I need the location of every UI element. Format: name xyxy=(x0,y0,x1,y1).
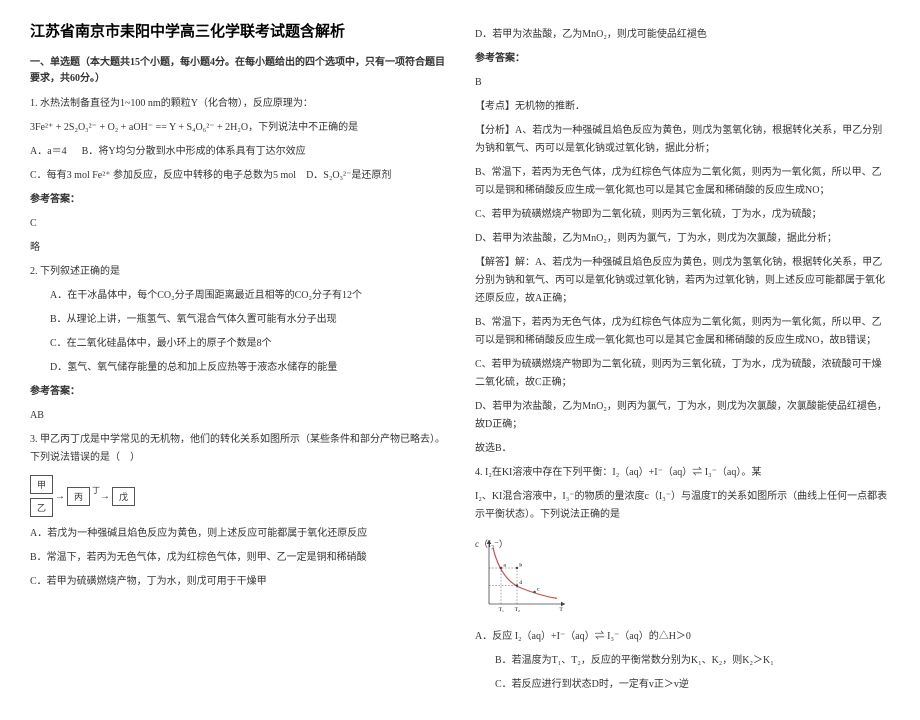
q4-opt-b: B．若温度为T₁、T₂，反应的平衡常数分别为K₁、K₂，则K₂＞K₁ xyxy=(475,652,890,670)
answer-label-3: 参考答案： xyxy=(475,50,890,68)
point-label-b: b xyxy=(519,562,522,568)
section-1-heading: 一、单选题（本大题共15个小题，每小题4分。在每小题给出的四个选项中，只有一项符… xyxy=(30,55,445,87)
point-d xyxy=(516,584,518,586)
point-c xyxy=(533,591,535,593)
q4-opt-a: A．反应 I₂（aq）+I⁻（aq）⇌ I₃⁻（aq）的△H＞0 xyxy=(475,628,890,646)
x-axis-label: T xyxy=(559,607,563,613)
flow-left-col: 甲 乙 xyxy=(30,475,53,517)
q1-stem: 1. 水热法制备直径为1~100 nm的颗粒Y（化合物），反应原理为： xyxy=(30,95,445,113)
point-a xyxy=(500,567,502,569)
q1-options-ab: A．a＝4 B．将Y均匀分散到水中形成的体系具有丁达尔效应 xyxy=(30,143,445,161)
q3-jieda-b: B、常温下，若丙为无色气体，戊为红棕色气体应为二氧化氮，则丙为一氧化氮，所以甲、… xyxy=(475,314,890,350)
q1-opt-d: D．S₂O₃²⁻是还原剂 xyxy=(306,170,391,181)
q3-flow-diagram: 甲 乙 → 丙 丁→ 戊 xyxy=(30,475,445,517)
q3-conclusion: 故选B． xyxy=(475,440,890,458)
q3-opt-b: B．常温下，若丙为无色气体，戊为红棕色气体，则甲、乙一定是铜和稀硝酸 xyxy=(30,549,445,567)
answer-label-2: 参考答案： xyxy=(30,383,445,401)
q3-jieda-c: C、若甲为硫磺燃烧产物即为二氧化硫，则丙为三氧化硫，丁为水，戊为硫酸，浓硫酸可干… xyxy=(475,356,890,392)
q1-opt-c: C．每有3 mol Fe²⁺ 参加反应，反应中转移的电子总数为5 mol xyxy=(30,170,296,181)
curve xyxy=(493,548,557,598)
q2-stem: 2. 下列叙述正确的是 xyxy=(30,263,445,281)
point-label-a: a xyxy=(503,562,506,568)
x-axis-arrow-icon xyxy=(561,602,565,607)
q3-kaodian: 【考点】无机物的推断． xyxy=(475,98,890,116)
arrow-icon: → xyxy=(55,491,65,502)
q3-opt-a: A．若戊为一种强碱且焰色反应为黄色，则上述反应可能都属于氧化还原反应 xyxy=(30,525,445,543)
q4-stem-2: I₂、KI混合溶液中，I₃⁻的物质的量浓度c（I₃⁻）与温度T的关系如图所示（曲… xyxy=(475,488,890,524)
q2-opt-c: C．在二氧化硅晶体中，最小环上的原子个数是8个 xyxy=(30,335,445,353)
tick-t2: T₂ xyxy=(515,607,520,613)
q2-opt-d: D．氢气、氧气储存能量的总和加上反应热等于液态水储存的能量 xyxy=(30,359,445,377)
q3-opt-d: D．若甲为浓盐酸，乙为MnO₂，则戊可能使品红褪色 xyxy=(475,26,890,44)
q3-opt-c: C．若甲为硫磺燃烧产物，丁为水，则戊可用于干燥甲 xyxy=(30,573,445,591)
q1-explain: 略 xyxy=(30,239,445,257)
q3-fenxi-a: 【分析】A、若戊为一种强碱且焰色反应为黄色，则戊为氢氧化钠，根据转化关系，甲乙分… xyxy=(475,122,890,158)
q2-opt-a: A．在干冰晶体中，每个CO₂分子周围距离最近且相等的CO₂分子有12个 xyxy=(30,287,445,305)
flow-box-wu: 戊 xyxy=(112,487,135,506)
tick-t1: T₁ xyxy=(499,607,504,613)
flow-box-yi: 乙 xyxy=(30,498,53,517)
left-column: 江苏省南京市耒阳中学高三化学联考试题含解析 一、单选题（本大题共15个小题，每小… xyxy=(30,20,445,700)
q4-stem: 4. I₂在KI溶液中存在下列平衡：I₂（aq）+I⁻（aq）⇌ I₃⁻（aq）… xyxy=(475,464,890,482)
answer-label-1: 参考答案： xyxy=(30,191,445,209)
flow-box-bing: 丙 xyxy=(67,487,90,506)
q3-jieda-a: 【解答】解：A、若戊为一种强碱且焰色反应为黄色，则戊为氢氧化钠，根据转化关系，甲… xyxy=(475,254,890,308)
point-b xyxy=(516,567,518,569)
q1-answer: C xyxy=(30,215,445,233)
q3-fenxi-b: B、常温下，若丙为无色气体，戊为红棕色气体应为二氧化氮，则丙为一氧化氮，所以甲、… xyxy=(475,164,890,200)
q3-answer: B xyxy=(475,74,890,92)
arrow-icon: 丁→ xyxy=(92,491,110,502)
point-label-c: c xyxy=(537,586,540,592)
point-label-d: d xyxy=(519,580,522,586)
q2-answer: AB xyxy=(30,407,445,425)
flow-box-jia: 甲 xyxy=(30,475,53,494)
q4-opt-c: C．若反应进行到状态D时，一定有v正＞v逆 xyxy=(475,676,890,694)
q1-opt-a: A．a＝4 xyxy=(30,146,67,157)
right-column: D．若甲为浓盐酸，乙为MnO₂，则戊可能使品红褪色 参考答案： B 【考点】无机… xyxy=(475,20,890,700)
page-title: 江苏省南京市耒阳中学高三化学联考试题含解析 xyxy=(30,20,445,41)
q3-jieda-d: D、若甲为浓盐酸，乙为MnO₂，则丙为氯气，丁为水，则戊为次氯酸，次氯酸能使品红… xyxy=(475,398,890,434)
q1-options-cd: C．每有3 mol Fe²⁺ 参加反应，反应中转移的电子总数为5 mol D．S… xyxy=(30,167,445,185)
q1-equation: 3Fe²⁺ + 2S₂O₃²⁻ + O₂ + aOH⁻ == Y + S₄O₆²… xyxy=(30,119,445,137)
q3-fenxi-d: D、若甲为浓盐酸，乙为MnO₂，则丙为氯气，丁为水，则戊为次氯酸，据此分析； xyxy=(475,230,890,248)
q3-fenxi-c: C、若甲为硫磺燃烧产物即为二氧化硫，则丙为三氧化硫，丁为水，戊为硫酸； xyxy=(475,206,890,224)
q1-opt-b: B．将Y均匀分散到水中形成的体系具有丁达尔效应 xyxy=(82,146,306,157)
q2-opt-b: B．从理论上讲，一瓶氢气、氧气混合气体久置可能有水分子出现 xyxy=(30,311,445,329)
q3-stem: 3. 甲乙丙丁戊是中学常见的无机物，他们的转化关系如图所示（某些条件和部分产物已… xyxy=(30,431,445,467)
flow-label-ding: 丁 xyxy=(92,486,100,495)
